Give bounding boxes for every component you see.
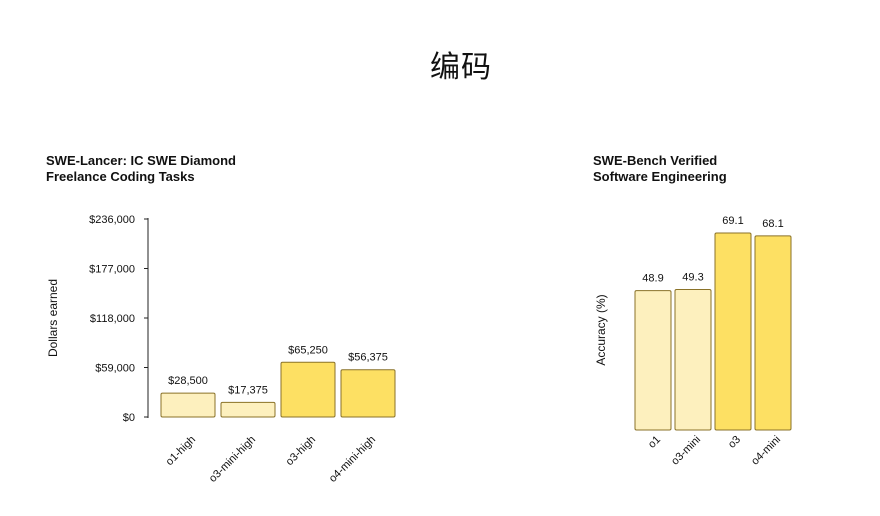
chart-2-title-line-1: SWE-Bench Verified: [593, 153, 718, 168]
chart-2-value-label: 68.1: [762, 218, 783, 230]
chart-1-title: SWE-Lancer: IC SWE Diamond Freelance Cod…: [46, 153, 236, 185]
chart-1-category-label: o3-high: [284, 434, 318, 468]
chart-2-category-label: o3-mini: [669, 434, 703, 468]
chart-1-bar-o4-mini-high: [340, 369, 396, 418]
chart-2-bar-o4-mini: [754, 235, 792, 431]
chart-2-category-label: o3: [726, 434, 743, 451]
chart-1-title-line-1: SWE-Lancer: IC SWE Diamond: [46, 153, 236, 168]
chart-1-bar-o3-mini-high: [220, 401, 276, 418]
chart-2-title: SWE-Bench Verified Software Engineering: [593, 153, 727, 185]
chart-1-category-label: o1-high: [164, 434, 198, 468]
chart-2-value-label: 49.3: [682, 271, 703, 283]
chart-1-value-label: $65,250: [288, 344, 328, 356]
chart-1-y-tick-label: $0: [123, 412, 135, 424]
chart-2-title-line-2: Software Engineering: [593, 169, 727, 184]
chart-1-y-tick-label: $118,000: [90, 313, 135, 325]
chart-1-bar-o1-high: [160, 392, 216, 418]
chart-1-value-label: $28,500: [168, 375, 208, 387]
chart-1-y-tick-label: $177,000: [89, 264, 135, 276]
page-title: 编码: [430, 50, 492, 85]
chart-2-bar-o3-mini: [674, 288, 712, 431]
chart-1-y-axis-label: Dollars earned: [46, 279, 60, 357]
chart-2-category-label: o1: [646, 434, 663, 451]
chart-2-value-label: 69.1: [722, 215, 743, 227]
chart-2-value-label: 48.9: [642, 273, 663, 285]
chart-2-y-axis-label: Accuracy (%): [594, 294, 608, 365]
chart-2-category-label: o4-mini: [749, 434, 783, 468]
chart-1-bar-o3-high: [280, 361, 336, 418]
chart-1-y-tick-label: $236,000: [89, 214, 135, 226]
chart-2-plot: Accuracy (%) 48.9 o1 49.3 o3-mini 69.1 o3 68.1 o…: [594, 215, 792, 468]
chart-1-plot: Dollars earned $0 $59,000 $118,000 $177,000 $…: [46, 214, 396, 485]
chart-2-bar-o1: [634, 290, 672, 431]
chart-1-value-label: $56,375: [348, 352, 388, 364]
chart-1-title-line-2: Freelance Coding Tasks: [46, 169, 195, 184]
chart-2-bar-o3: [714, 232, 752, 431]
chart-1-category-label: o4-mini-high: [327, 434, 378, 485]
chart-1-value-label: $17,375: [228, 384, 268, 396]
chart-1-y-tick-label: $59,000: [95, 363, 135, 375]
chart-1-category-label: o3-mini-high: [207, 434, 258, 485]
